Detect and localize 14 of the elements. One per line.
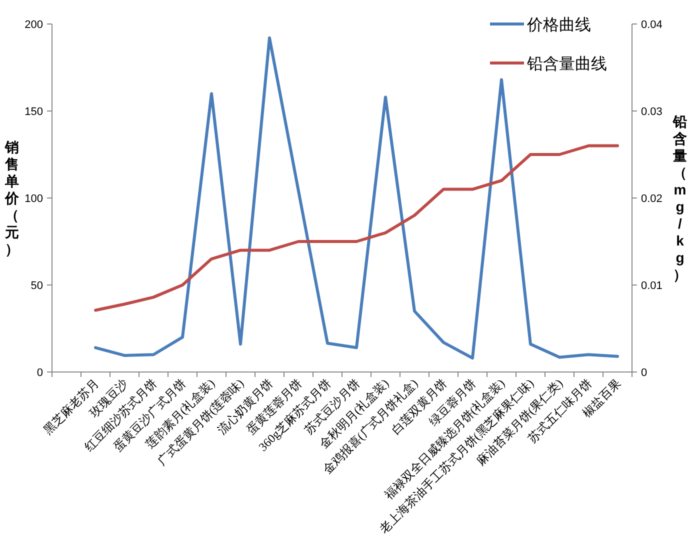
y-tick-label: 0 — [36, 367, 43, 379]
y-tick-label: 50 — [30, 280, 43, 292]
y-axis-title: 销售单价（元） — [4, 139, 20, 257]
legend-label: 铅含量曲线 — [526, 55, 607, 73]
text: 铅含量（mg/kg） — [673, 114, 687, 282]
y2-tick-label: 0.02 — [641, 193, 662, 205]
y-tick-label: 150 — [24, 106, 43, 118]
y-tick-label: 200 — [24, 19, 43, 31]
y2-tick-label: 0.03 — [641, 106, 662, 118]
legend-label: 价格曲线 — [526, 16, 591, 34]
y2-tick-label: 0.04 — [641, 19, 662, 31]
y2-tick-label: 0 — [641, 367, 648, 379]
y2-tick-label: 0.01 — [641, 280, 662, 292]
y-tick-label: 100 — [24, 193, 43, 205]
